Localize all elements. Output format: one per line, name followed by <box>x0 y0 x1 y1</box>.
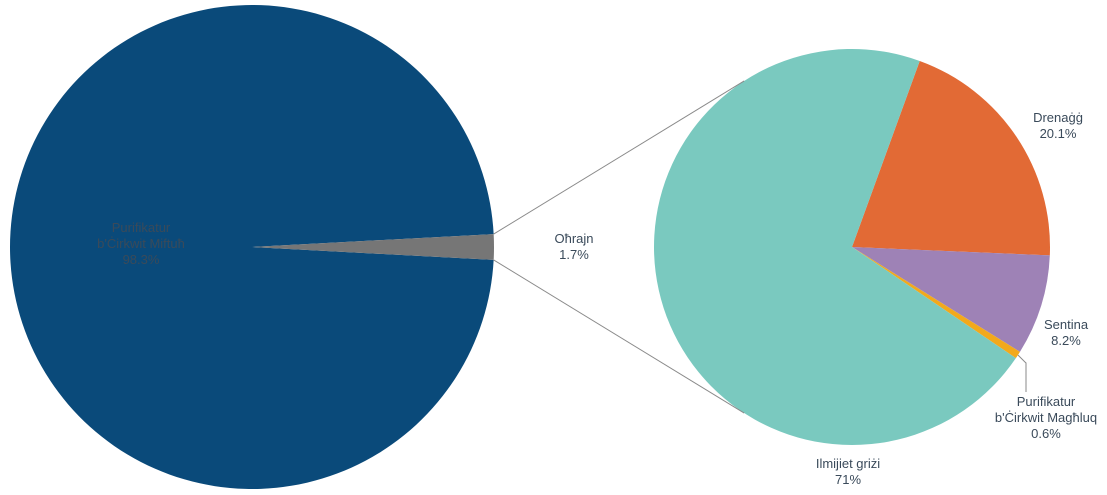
slice-drenag-g <box>852 60 1051 256</box>
label-main-slice: Purifikatur b'Ċirkwit Miftuħ 98.3% <box>97 220 185 267</box>
label-other-slice-line: 1.7% <box>559 247 589 262</box>
label-purifikatur-maghluq-line: 0.6% <box>1031 426 1061 441</box>
label-sentina-line: Sentina <box>1044 317 1089 332</box>
leader-line-purifikatur-maghluq <box>1017 354 1027 392</box>
label-drenagg-line: Drenaġġ <box>1033 110 1083 125</box>
label-purifikatur-maghluq: Purifikatur b'Ċirkwit Magħluq 0.6% <box>995 394 1097 441</box>
label-sentina-line: 8.2% <box>1051 333 1081 348</box>
slice-sentina <box>852 247 1050 352</box>
label-sentina: Sentina 8.2% <box>1044 317 1089 348</box>
label-other-slice-line: Oħrajn <box>554 231 593 246</box>
label-other-slice: Oħrajn 1.7% <box>554 231 593 262</box>
label-purifikatur-maghluq-line: Purifikatur <box>1017 394 1076 409</box>
connector-line-top <box>493 80 745 235</box>
slice-purifikatur-b-c-irkwit-mag-luq <box>852 247 1020 359</box>
slice-purifikatur-b-c-irkwit-miftu <box>9 4 494 489</box>
label-main-slice-line: Purifikatur <box>112 220 171 235</box>
label-purifikatur-maghluq-line: b'Ċirkwit Magħluq <box>995 410 1097 425</box>
label-main-slice-line: 98.3% <box>123 252 160 267</box>
slice-o-rajn <box>252 234 494 260</box>
label-ilmijiet-grizi: Ilmijiet griżi 71% <box>816 456 880 487</box>
label-ilmijiet-grizi-line: Ilmijiet griżi <box>816 456 880 471</box>
slice-ilmijiet-griz-i <box>654 48 1016 445</box>
label-drenagg: Drenaġġ 20.1% <box>1033 110 1083 141</box>
label-drenagg-line: 20.1% <box>1040 126 1077 141</box>
label-main-slice-line: b'Ċirkwit Miftuħ <box>97 236 185 251</box>
label-ilmijiet-grizi-line: 71% <box>835 472 861 487</box>
connector-line-bottom <box>493 259 745 414</box>
